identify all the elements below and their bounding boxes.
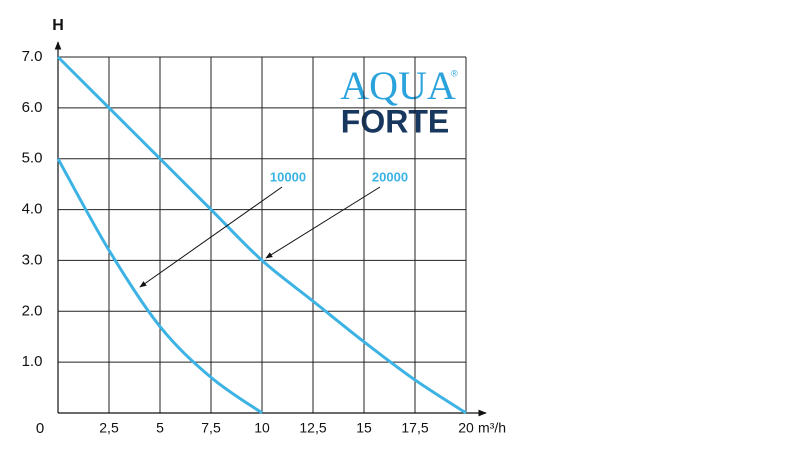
- y-tick-label: 6.0: [22, 99, 43, 116]
- line-series: [56, 157, 263, 415]
- y-tick-label: 4.0: [22, 201, 43, 218]
- callout-arrow: [265, 186, 381, 259]
- y-tick-label: 0: [36, 420, 44, 437]
- x-tick-label: 2,5: [99, 420, 119, 436]
- x-tick-label: 5: [156, 420, 164, 436]
- y-tick-label: 3.0: [22, 251, 43, 268]
- x-axis-label: m³/h: [478, 420, 506, 436]
- line-series: [56, 55, 467, 415]
- logo-mark: ®: [451, 68, 458, 78]
- y-tick-label: 1.0: [22, 353, 43, 370]
- x-tick-label: 12,5: [299, 420, 326, 436]
- series-label: 10000: [270, 169, 306, 184]
- y-axis-label: H: [52, 17, 64, 34]
- y-tick-label: 2.0: [22, 302, 43, 319]
- x-tick-label: 10: [254, 420, 270, 436]
- x-tick-label: 15: [356, 420, 372, 436]
- x-tick-label: 20: [458, 420, 474, 436]
- series-label: 20000: [372, 169, 408, 184]
- logo-line1: AQUA: [340, 63, 456, 108]
- y-tick-label: 5.0: [22, 150, 43, 167]
- logo-line2: FORTE: [341, 103, 449, 139]
- callout-arrow: [139, 186, 283, 288]
- x-tick-label: 17,5: [401, 420, 428, 436]
- x-tick-label: 7,5: [201, 420, 221, 436]
- y-tick-label: 7.0: [22, 48, 43, 65]
